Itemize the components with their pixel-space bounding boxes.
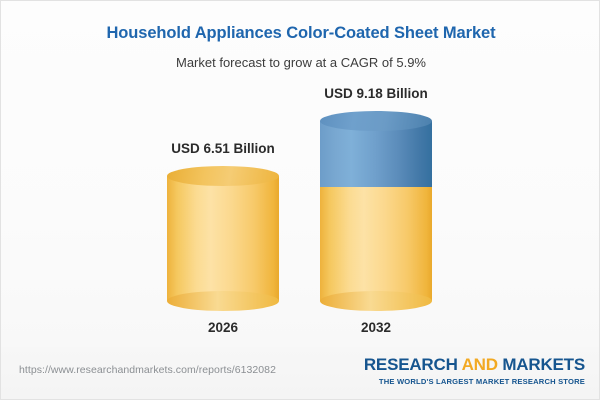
- cylinder-bottom-ellipse: [320, 291, 432, 311]
- logo-word-markets: MARKETS: [502, 355, 585, 374]
- segment-top-ellipse: [320, 111, 432, 131]
- logo-wordmark: RESEARCH AND MARKETS: [364, 355, 585, 375]
- bar-segment-growth-2032: [320, 111, 432, 187]
- bar-segment-base-2026: [167, 166, 279, 301]
- cylinder-bar-2026: [167, 166, 279, 311]
- chart-title: Household Appliances Color-Coated Sheet …: [106, 24, 496, 42]
- cylinder-bar-2032: [320, 111, 432, 311]
- chart-subtitle: Market forecast to grow at a CAGR of 5.9…: [176, 55, 426, 70]
- chart-plot-area: USD 6.51 Billion 2026 USD 9.18 Billion: [1, 1, 599, 349]
- logo-word-research: RESEARCH: [363, 355, 458, 374]
- segment-body: [320, 121, 432, 187]
- bar-value-label-2032: USD 9.18 Billion: [324, 86, 428, 101]
- bar-segment-base-2032: [320, 187, 432, 301]
- category-label-2032: 2032: [360, 320, 392, 335]
- category-label-2026: 2026: [207, 320, 239, 335]
- chart-header: Household Appliances Color-Coated Sheet …: [1, 23, 599, 71]
- research-and-markets-logo[interactable]: RESEARCH AND MARKETS THE WORLD'S LARGEST…: [364, 355, 585, 386]
- segment-body: [167, 176, 279, 301]
- segment-top-ellipse: [167, 166, 279, 186]
- cylinder-bottom-ellipse: [167, 291, 279, 311]
- logo-tagline: THE WORLD'S LARGEST MARKET RESEARCH STOR…: [378, 377, 585, 386]
- bar-value-label-2026: USD 6.51 Billion: [171, 141, 275, 156]
- chart-footer: https://www.researchandmarkets.com/repor…: [1, 347, 599, 399]
- segment-body: [320, 187, 432, 301]
- logo-word-and: AND: [461, 355, 498, 374]
- source-url[interactable]: https://www.researchandmarkets.com/repor…: [19, 364, 276, 376]
